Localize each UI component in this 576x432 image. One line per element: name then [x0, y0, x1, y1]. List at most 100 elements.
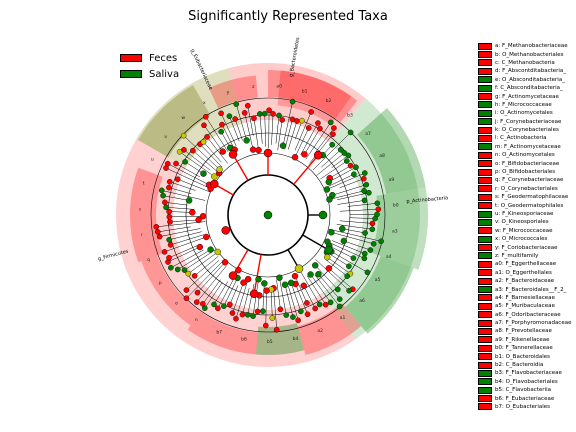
- internal-node: [221, 259, 229, 266]
- leaf-node: [353, 164, 359, 171]
- leaf-node: [360, 175, 367, 182]
- clade-label: b6: F_Eubacteriaceae: [495, 395, 555, 402]
- leaf-node: [290, 314, 296, 320]
- branch: [232, 282, 244, 314]
- branch: [244, 112, 254, 150]
- clade-list-item: b3: F_Flavobacteriaceae: [478, 369, 576, 377]
- branch: [329, 165, 351, 179]
- ring-letter: y: [227, 90, 230, 95]
- clade-label: g: F_Actinomycetaceae: [495, 93, 559, 100]
- leaf-node: [174, 266, 181, 273]
- clade-label: l: C_Actinobacteria: [495, 135, 547, 142]
- ring-letter: u: [151, 157, 154, 162]
- clade-label: a4: F_Barnesiellaceae: [495, 294, 555, 301]
- leaf-node: [263, 322, 269, 329]
- branch: [343, 240, 371, 251]
- ring-letter: r: [141, 232, 143, 238]
- clade-shade: [141, 255, 201, 326]
- branch: [326, 252, 349, 267]
- branch: [175, 163, 201, 178]
- leaf-node: [289, 98, 296, 105]
- branch: [166, 207, 195, 210]
- branch: [262, 283, 265, 312]
- leaf-node: [317, 125, 323, 132]
- branch: [177, 249, 211, 270]
- branch: [203, 141, 222, 163]
- branch: [339, 178, 364, 189]
- branch: [169, 219, 199, 223]
- internal-node: [279, 142, 287, 149]
- clade-label: a1: O_Eggerthellales: [495, 269, 552, 276]
- branch: [167, 163, 210, 186]
- internal-node: [263, 287, 270, 294]
- leaf-node: [257, 111, 263, 117]
- branch: [307, 275, 326, 305]
- internal-node: [216, 166, 223, 173]
- major-branch: [253, 254, 262, 294]
- branch: [329, 245, 354, 259]
- leaf-node: [153, 223, 160, 230]
- clade-swatch: [478, 202, 492, 210]
- clade-label: b4: O_Flavobacteriales: [495, 378, 558, 385]
- ring-letter: w: [181, 116, 185, 121]
- clade-label: b0: F_Tannerellaceae: [495, 345, 553, 352]
- branch: [188, 251, 218, 274]
- branch: [183, 149, 211, 171]
- leaf-node: [308, 109, 314, 115]
- clade-list-item: a9: F_Rikenellaceae: [478, 336, 576, 344]
- clade-swatch: [478, 42, 492, 50]
- clade-label: x: O_Micrococcales: [495, 236, 548, 243]
- leaf-node: [204, 134, 210, 140]
- clade-swatch: [478, 386, 492, 394]
- clade-label: w: F_Micrococcaceae: [495, 227, 553, 234]
- clade-swatch: [478, 344, 492, 352]
- leaf-node: [329, 141, 335, 148]
- branch: [271, 113, 274, 145]
- leaf-node: [361, 187, 367, 194]
- internal-node: [287, 279, 295, 287]
- clade-list-item: l: C_Actinobacteria: [478, 134, 576, 142]
- leaf-node: [330, 131, 336, 138]
- branch: [331, 155, 349, 168]
- internal-node: [301, 151, 308, 158]
- leaf-node: [337, 146, 344, 153]
- clade-swatch: [478, 143, 492, 151]
- internal-node: [211, 173, 218, 180]
- branch: [282, 101, 293, 146]
- branch: [290, 282, 302, 312]
- clade-list-item: v: O_Kineosporiales: [478, 218, 576, 226]
- leaf-node: [362, 170, 368, 176]
- leaf-node: [254, 308, 261, 315]
- clade-swatch: [478, 302, 492, 310]
- leaf-node: [327, 119, 334, 126]
- branch: [183, 135, 220, 170]
- legend-label-feces: Feces: [149, 52, 178, 64]
- major-node: [313, 150, 323, 160]
- branch: [170, 249, 204, 268]
- branch: [295, 120, 303, 140]
- leaf-node: [315, 120, 321, 126]
- branch: [316, 152, 345, 176]
- branch: [329, 190, 365, 200]
- branch: [223, 277, 238, 307]
- clade-swatch: [478, 126, 492, 134]
- clade-swatch: [478, 134, 492, 142]
- leaf-node: [218, 128, 224, 135]
- clade-swatch: [478, 118, 492, 126]
- clade-swatch: [478, 369, 492, 377]
- branch: [277, 119, 283, 151]
- internal-node: [324, 254, 331, 261]
- leaf-node: [327, 299, 334, 306]
- clade-swatch: [478, 101, 492, 109]
- branch: [186, 260, 220, 291]
- branch: [328, 228, 382, 242]
- clade-list-item: k: O_Corynebacteriales: [478, 126, 576, 134]
- clade-shade: [208, 75, 258, 109]
- ring-letter: z: [252, 85, 255, 90]
- leaf-node: [162, 199, 168, 206]
- clade-list-item: a0: F_Eggerthellaceae: [478, 260, 576, 268]
- major-node: [263, 148, 273, 158]
- clade-swatch: [478, 218, 492, 226]
- leaf-node: [369, 226, 376, 233]
- branch: [229, 116, 240, 142]
